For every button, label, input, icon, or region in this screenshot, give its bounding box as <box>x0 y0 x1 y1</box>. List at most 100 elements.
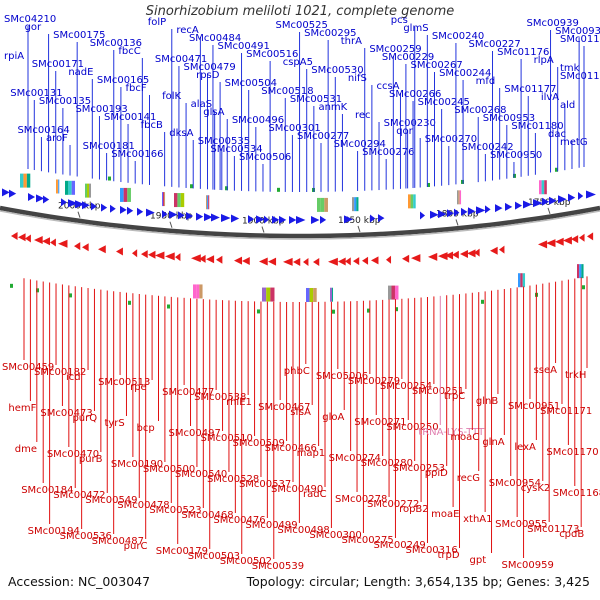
reverse-gene-arrow <box>34 235 43 244</box>
forward-gene-arrow <box>468 207 476 216</box>
forward-gene-arrow <box>515 201 523 210</box>
feature-block <box>410 194 414 209</box>
forward-gene-label: SMc01177 <box>504 84 556 95</box>
reverse-gene-arrow <box>259 257 268 266</box>
forward-gene-label: SMc00259 <box>369 44 421 55</box>
forward-gene-label: SMc00193 <box>75 104 127 115</box>
forward-gene-arrow <box>162 210 168 219</box>
feature-block <box>180 193 185 208</box>
forward-gene-label: SMc00531 <box>290 94 342 105</box>
reverse-gene-arrow <box>353 257 360 266</box>
reverse-gene-label: SMc00954 <box>489 478 541 489</box>
feature-block <box>58 179 60 194</box>
feature-block <box>206 195 208 210</box>
scale-tick-label: 2000 kbp <box>58 202 101 212</box>
feature-block <box>413 194 416 209</box>
reverse-gene-label: radC <box>303 489 327 500</box>
feature-block <box>408 194 411 209</box>
forward-gene-label: SMc00950 <box>490 150 542 161</box>
forward-gene-label: gor <box>25 22 42 33</box>
marker <box>427 182 430 187</box>
reverse-gene-label: rpe <box>130 382 147 393</box>
reverse-gene-arrow <box>11 232 18 241</box>
forward-gene-label: rpsD <box>196 70 220 81</box>
reverse-gene-label: cysK2 <box>521 483 551 494</box>
forward-gene-label: SMc01182 <box>560 71 600 82</box>
reverse-gene-arrow <box>234 256 243 265</box>
feature-block <box>541 180 545 195</box>
reverse-gene-label: SMc00468 <box>181 510 233 521</box>
genome-backbone <box>0 205 600 239</box>
reverse-gene-label: SMc00275 <box>341 535 393 546</box>
reverse-gene-arrow <box>402 254 410 263</box>
forward-gene-label: SMc00491 <box>218 41 270 52</box>
feature-block <box>174 193 178 208</box>
feature-block <box>539 180 542 195</box>
forward-gene-arrow <box>91 202 97 211</box>
feature-block <box>352 197 355 212</box>
forward-gene-label: tmk <box>560 63 580 74</box>
feature-block <box>391 285 395 300</box>
forward-gene-arrow <box>279 215 287 224</box>
forward-gene-label: SMc04210 <box>4 14 56 25</box>
reverse-gene-arrow <box>268 257 277 266</box>
reverse-gene-label: SMc00540 <box>175 469 227 480</box>
reverse-gene-label: SMc00498 <box>277 525 329 536</box>
reverse-gene-label: ppiD <box>425 468 448 479</box>
reverse-gene-label: SMc00250 <box>386 422 438 433</box>
scale-tick <box>261 226 265 233</box>
reverse-gene-label: SMc00499 <box>245 520 297 531</box>
reverse-gene-label: dme <box>15 444 37 455</box>
feature-block <box>332 287 334 302</box>
feature-block <box>320 197 325 212</box>
reverse-gene-arrow <box>58 239 68 248</box>
reverse-gene-arrow <box>50 238 56 247</box>
reverse-gene-arrow <box>25 234 31 243</box>
reverse-gene-arrow <box>132 249 138 258</box>
reverse-gene-arrow <box>571 235 579 244</box>
forward-gene-arrow <box>61 198 67 207</box>
forward-gene-arrow <box>75 200 85 209</box>
reverse-gene-label: SMc01170 <box>546 447 598 458</box>
forward-gene-label: SMc00230 <box>384 118 436 129</box>
feature-block <box>196 284 200 299</box>
reverse-gene-label: SMc00179 <box>156 546 208 557</box>
reverse-gene-arrow <box>18 233 26 242</box>
reverse-gene-label: trpD <box>438 550 460 561</box>
reverse-gene-label: trkH <box>565 370 586 381</box>
forward-gene-arrow <box>196 212 204 221</box>
reverse-gene-label: SMc00272 <box>367 499 419 510</box>
forward-gene-label: ccsA <box>376 81 399 92</box>
feature-block <box>120 187 124 202</box>
forward-gene-arrow <box>558 195 567 204</box>
reverse-gene-label: icd <box>66 372 81 383</box>
marker <box>367 308 370 313</box>
forward-gene-label: SMc00131 <box>10 88 62 99</box>
reverse-gene-arrow <box>371 256 379 265</box>
forward-gene-label: SMc00242 <box>461 142 513 153</box>
reverse-gene-label: SMc01168 <box>553 488 600 499</box>
forward-gene-label: SMc00165 <box>97 75 149 86</box>
reverse-gene-label: SMc00466 <box>265 443 317 454</box>
feature-block <box>266 287 271 302</box>
reverse-gene-arrow <box>555 237 564 246</box>
forward-gene-arrow <box>82 201 90 210</box>
feature-block <box>127 187 131 202</box>
feature-block <box>123 187 128 202</box>
feature-block <box>577 264 580 279</box>
forward-gene-label: SMc00175 <box>53 30 105 41</box>
feature-block <box>394 285 399 300</box>
reverse-gene-arrow <box>191 254 201 263</box>
forward-gene-arrow <box>420 211 426 220</box>
reverse-gene-label: tRNA-LYS-TTT <box>418 427 485 438</box>
reverse-gene-label: purQ <box>72 413 97 424</box>
reverse-gene-label: SMc00549 <box>85 495 137 506</box>
scale-tick-label: 1900 kbp <box>242 217 285 227</box>
marker <box>277 187 280 192</box>
reverse-gene-label: SMc00478 <box>117 500 169 511</box>
forward-gene-label: alaS <box>191 99 212 110</box>
reverse-gene-label: SMc00539 <box>252 561 304 572</box>
forward-gene-label: SMc00301 <box>268 123 320 134</box>
feature-block <box>270 287 275 302</box>
reverse-gene-label: bcp <box>136 423 154 434</box>
